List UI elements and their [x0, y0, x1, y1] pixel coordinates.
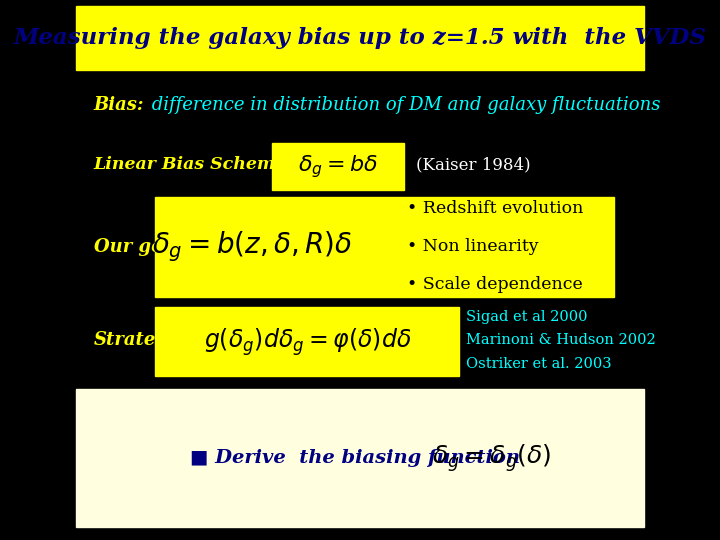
Text: • Redshift evolution: • Redshift evolution — [407, 200, 583, 218]
FancyBboxPatch shape — [76, 6, 644, 70]
FancyBboxPatch shape — [156, 197, 614, 297]
Text: $g(\delta_g)d\delta_g = \varphi(\delta)d\delta$: $g(\delta_g)d\delta_g = \varphi(\delta)d… — [204, 326, 411, 357]
FancyBboxPatch shape — [272, 143, 404, 190]
Text: Ostriker et al. 2003: Ostriker et al. 2003 — [467, 357, 612, 372]
Text: Marinoni & Hudson 2002: Marinoni & Hudson 2002 — [467, 333, 656, 347]
Text: Strategy: Strategy — [94, 331, 179, 349]
Text: Linear Bias Scheme:: Linear Bias Scheme: — [94, 156, 294, 173]
FancyBboxPatch shape — [156, 307, 459, 376]
Text: $\delta_g = b\delta$: $\delta_g = b\delta$ — [298, 153, 379, 180]
Text: Our goal:: Our goal: — [94, 238, 188, 256]
FancyBboxPatch shape — [76, 389, 644, 526]
Text: (Kaiser 1984): (Kaiser 1984) — [415, 156, 530, 173]
Text: • Scale dependence: • Scale dependence — [407, 276, 582, 293]
Text: difference in distribution of DM and galaxy fluctuations: difference in distribution of DM and gal… — [146, 96, 661, 114]
Text: Sigad et al 2000: Sigad et al 2000 — [467, 310, 588, 324]
Text: Bias:: Bias: — [94, 96, 144, 114]
Text: $\delta_g = \delta_g(\delta)$: $\delta_g = \delta_g(\delta)$ — [432, 442, 552, 474]
Text: $\delta_g = b(z,\delta,R)\delta$: $\delta_g = b(z,\delta,R)\delta$ — [152, 230, 352, 264]
Text: • Non linearity: • Non linearity — [407, 238, 539, 255]
Text: ■ Derive  the biasing function: ■ Derive the biasing function — [190, 449, 521, 467]
Text: Measuring the galaxy bias up to z=1.5 with  the VVDS: Measuring the galaxy bias up to z=1.5 wi… — [14, 28, 706, 49]
